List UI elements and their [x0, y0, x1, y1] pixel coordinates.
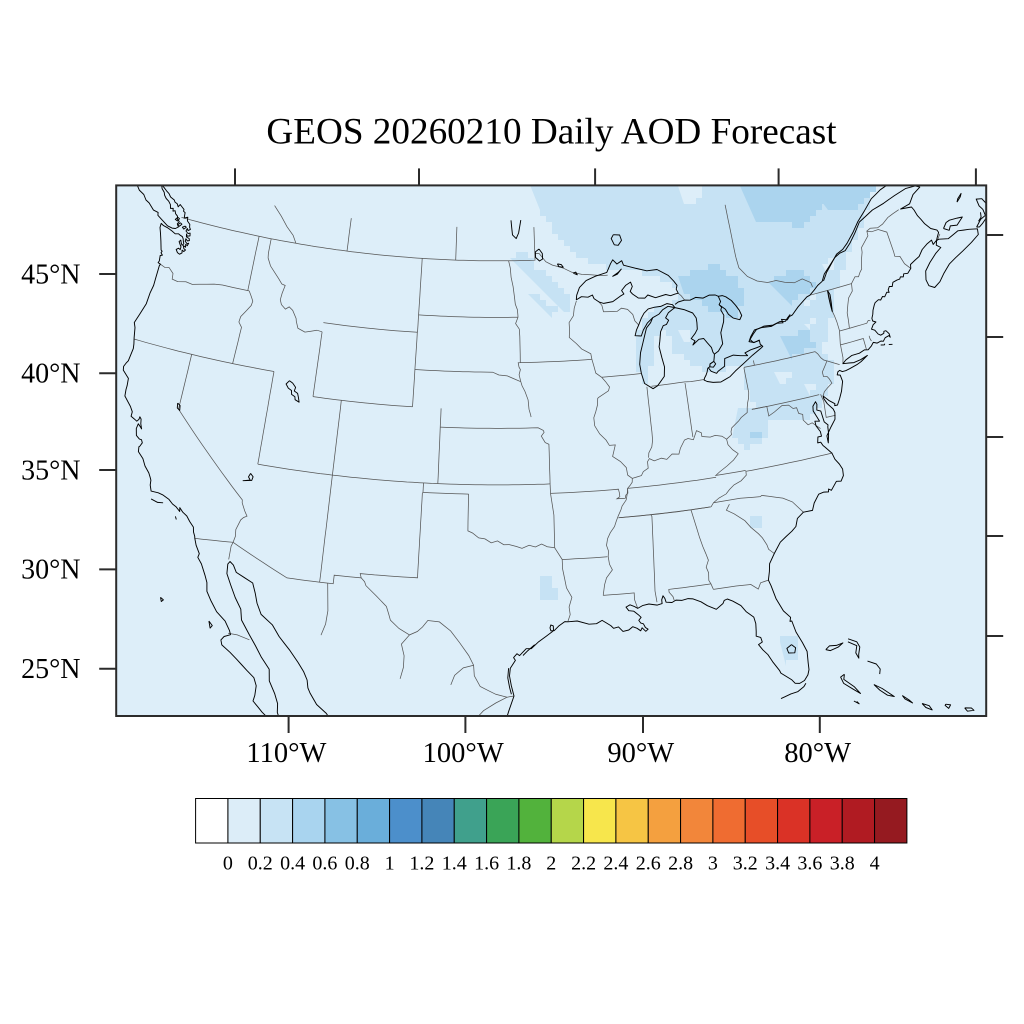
svg-text:3.2: 3.2: [733, 853, 758, 875]
svg-text:2: 2: [546, 853, 556, 875]
svg-text:0.2: 0.2: [248, 853, 273, 875]
svg-text:2.2: 2.2: [571, 853, 596, 875]
svg-text:1.2: 1.2: [409, 853, 434, 875]
svg-text:0.6: 0.6: [312, 853, 337, 875]
svg-text:100°W: 100°W: [423, 738, 504, 769]
svg-text:1: 1: [385, 853, 395, 875]
svg-text:80°W: 80°W: [784, 738, 851, 769]
svg-text:GEOS 20260210 Daily AOD Foreca: GEOS 20260210 Daily AOD Forecast: [266, 112, 837, 153]
svg-text:3.6: 3.6: [797, 853, 822, 875]
svg-text:2.8: 2.8: [668, 853, 693, 875]
svg-text:110°W: 110°W: [246, 738, 326, 769]
svg-text:4: 4: [870, 853, 880, 875]
svg-text:0.8: 0.8: [345, 853, 370, 875]
svg-text:3: 3: [708, 853, 718, 875]
svg-text:1.4: 1.4: [442, 853, 467, 875]
svg-text:1.6: 1.6: [474, 853, 499, 875]
svg-text:2.6: 2.6: [636, 853, 661, 875]
svg-text:30°N: 30°N: [21, 555, 80, 586]
svg-text:1.8: 1.8: [506, 853, 531, 875]
svg-text:25°N: 25°N: [21, 654, 80, 685]
svg-text:2.4: 2.4: [603, 853, 628, 875]
svg-text:3.4: 3.4: [765, 853, 790, 875]
svg-text:40°N: 40°N: [21, 359, 80, 390]
svg-text:0: 0: [223, 853, 233, 875]
svg-text:35°N: 35°N: [21, 455, 80, 486]
svg-text:45°N: 45°N: [21, 259, 80, 290]
svg-text:3.8: 3.8: [830, 853, 855, 875]
svg-text:90°W: 90°W: [607, 738, 674, 769]
svg-text:0.4: 0.4: [280, 853, 305, 875]
